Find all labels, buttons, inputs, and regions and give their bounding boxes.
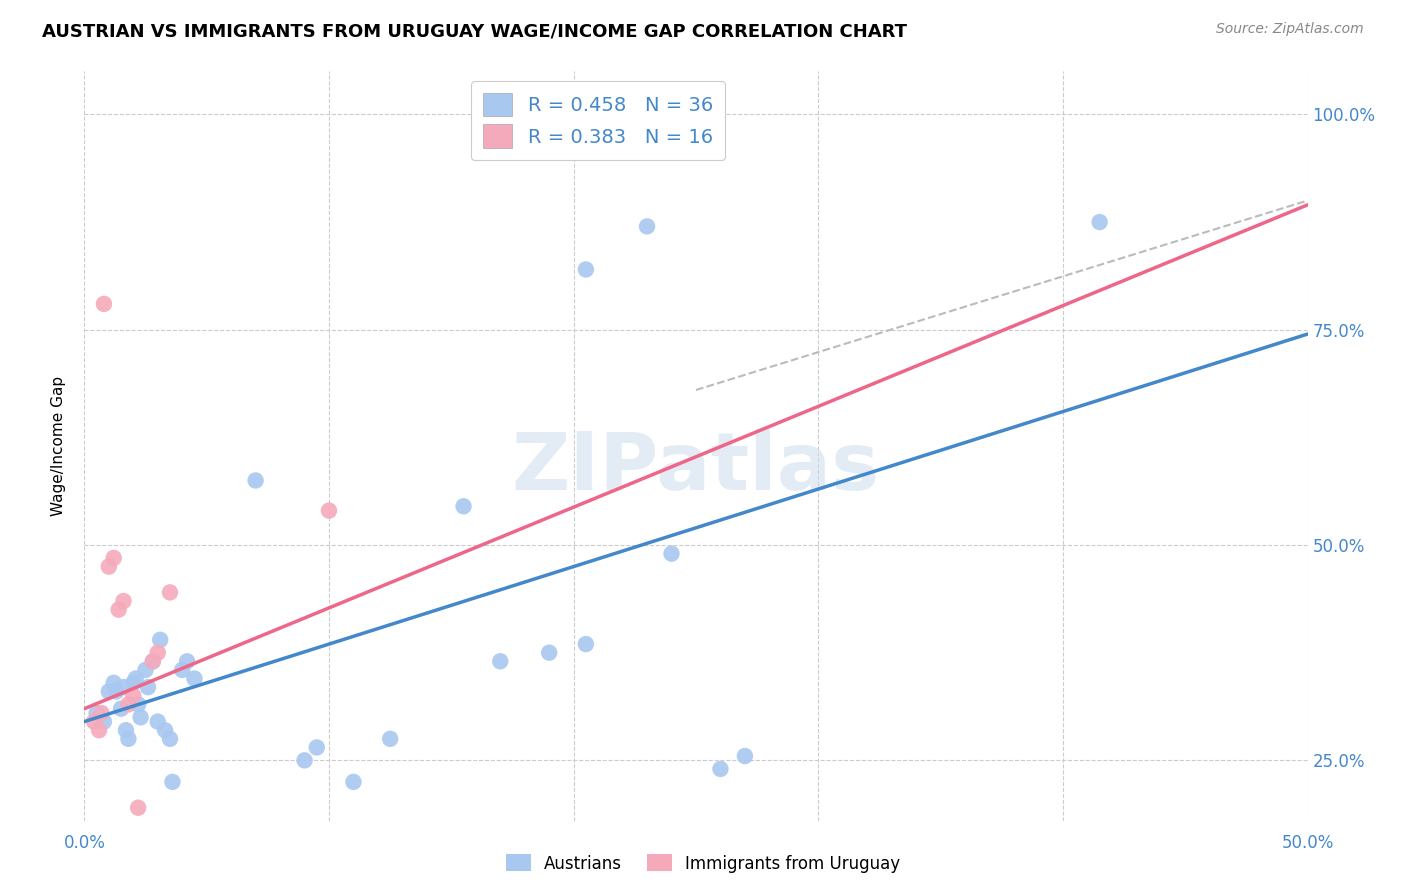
Point <box>159 731 181 746</box>
Point <box>734 749 756 764</box>
Legend: R = 0.458   N = 36, R = 0.383   N = 16: R = 0.458 N = 36, R = 0.383 N = 16 <box>471 81 724 160</box>
Legend: Austrians, Immigrants from Uruguay: Austrians, Immigrants from Uruguay <box>499 847 907 880</box>
Point <box>146 714 169 729</box>
Point <box>294 753 316 767</box>
Point <box>162 775 184 789</box>
Point <box>83 714 105 729</box>
Point <box>107 602 129 616</box>
Point <box>90 706 112 720</box>
Point <box>112 680 135 694</box>
Point <box>489 654 512 668</box>
Point <box>127 801 149 815</box>
Point <box>122 689 145 703</box>
Point <box>86 706 108 720</box>
Point <box>661 547 683 561</box>
Point <box>93 297 115 311</box>
Point <box>115 723 138 738</box>
Point <box>142 654 165 668</box>
Point <box>103 551 125 566</box>
Point <box>245 474 267 488</box>
Text: Source: ZipAtlas.com: Source: ZipAtlas.com <box>1216 22 1364 37</box>
Point <box>709 762 731 776</box>
Point <box>636 219 658 234</box>
Point <box>93 714 115 729</box>
Point <box>142 654 165 668</box>
Text: 0.0%: 0.0% <box>63 833 105 852</box>
Point <box>538 646 561 660</box>
Point <box>183 672 205 686</box>
Point <box>122 676 145 690</box>
Point <box>318 503 340 517</box>
Point <box>453 500 475 514</box>
Point <box>135 663 157 677</box>
Text: 50.0%: 50.0% <box>1281 833 1334 852</box>
Point <box>117 731 139 746</box>
Point <box>172 663 194 677</box>
Point <box>103 676 125 690</box>
Point <box>135 858 157 872</box>
Point <box>125 672 148 686</box>
Point <box>149 632 172 647</box>
Point <box>1088 215 1111 229</box>
Point <box>305 740 328 755</box>
Point <box>87 723 110 738</box>
Point <box>159 585 181 599</box>
Y-axis label: Wage/Income Gap: Wage/Income Gap <box>51 376 66 516</box>
Point <box>117 698 139 712</box>
Text: AUSTRIAN VS IMMIGRANTS FROM URUGUAY WAGE/INCOME GAP CORRELATION CHART: AUSTRIAN VS IMMIGRANTS FROM URUGUAY WAGE… <box>42 22 907 40</box>
Point <box>153 723 176 738</box>
Point <box>146 646 169 660</box>
Point <box>129 710 152 724</box>
Point <box>112 594 135 608</box>
Point <box>127 698 149 712</box>
Text: ZIPatlas: ZIPatlas <box>512 429 880 508</box>
Point <box>176 654 198 668</box>
Point <box>136 680 159 694</box>
Point <box>342 775 364 789</box>
Point <box>575 637 598 651</box>
Point <box>575 262 598 277</box>
Point <box>380 731 402 746</box>
Point <box>110 701 132 715</box>
Point <box>97 684 120 698</box>
Point <box>105 684 128 698</box>
Point <box>97 559 120 574</box>
